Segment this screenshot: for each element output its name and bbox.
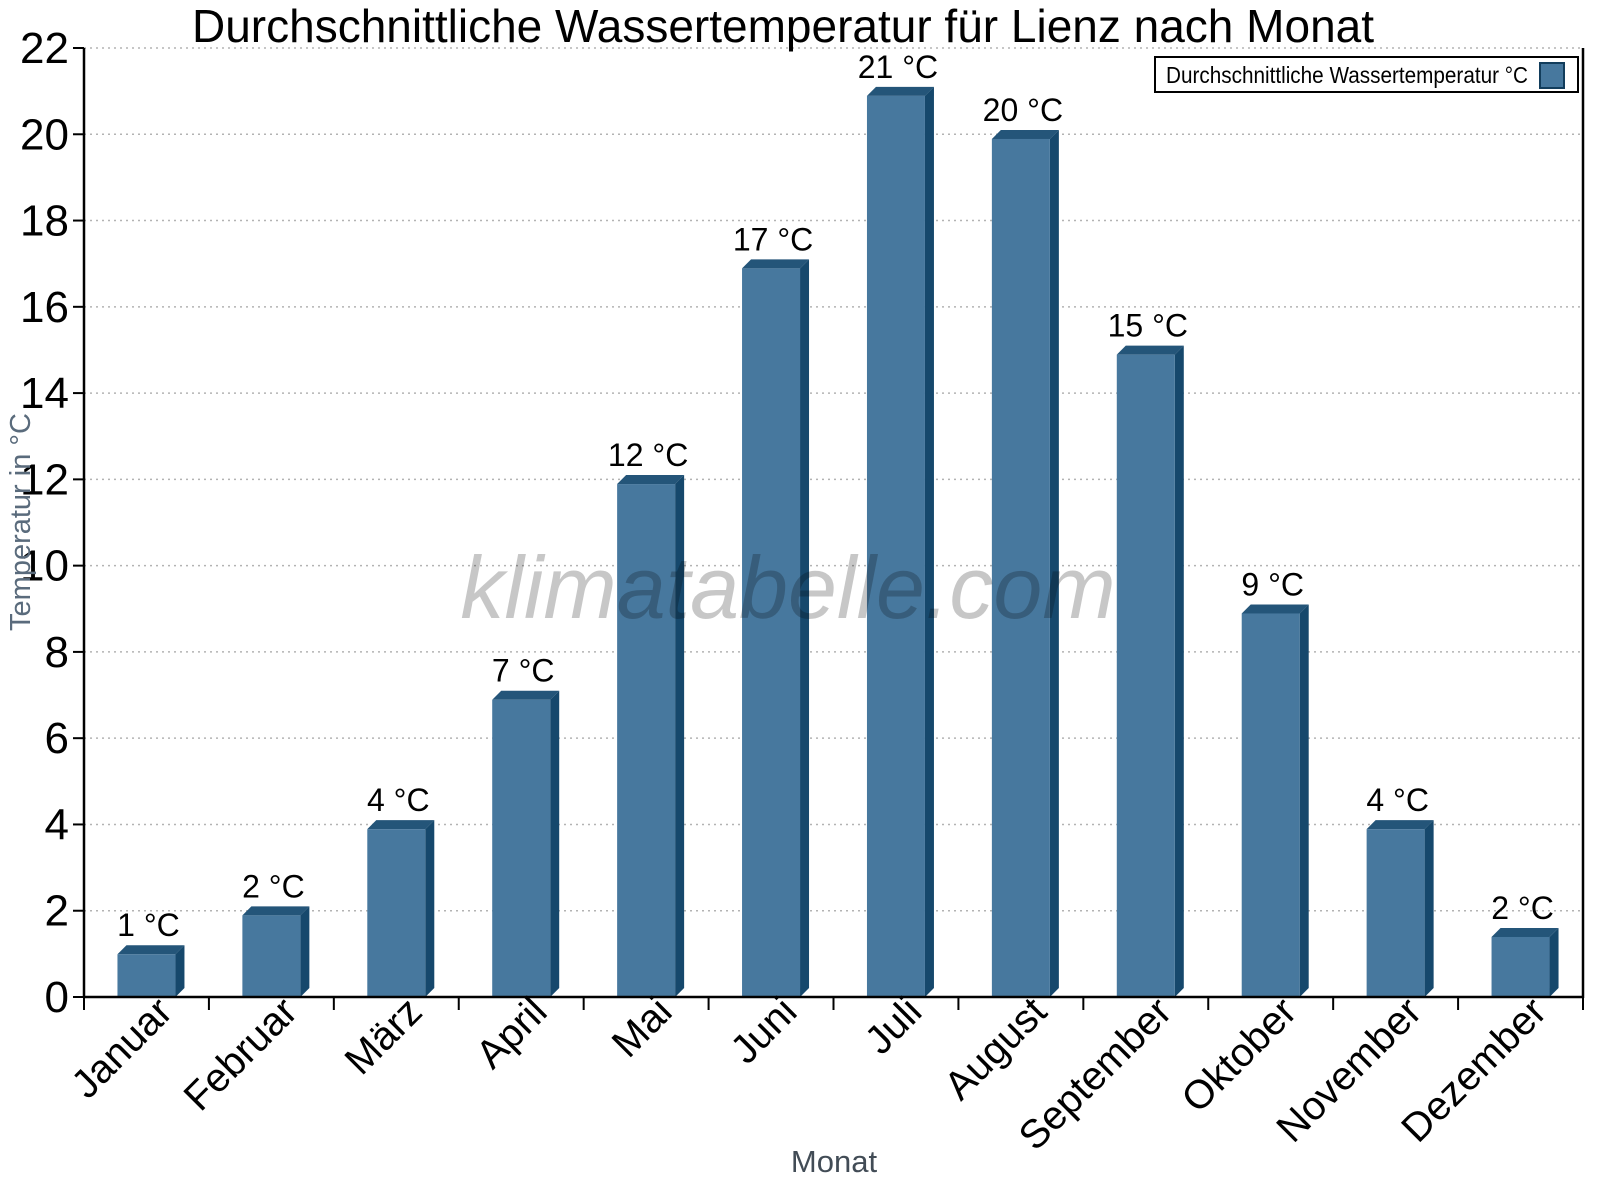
x-tick-label-mai: Mai xyxy=(604,989,681,1066)
bar-value-label: 4 °C xyxy=(1366,782,1429,818)
y-tick-label-18: 18 xyxy=(20,197,69,246)
bar-front-face xyxy=(991,138,1050,997)
bar-top-face xyxy=(1116,345,1184,355)
y-tick-label-2: 2 xyxy=(45,887,69,936)
bar-september xyxy=(1116,345,1184,998)
y-tick-label-14: 14 xyxy=(20,369,69,418)
bar-top-face xyxy=(1366,820,1434,830)
x-tick-label-juli: Juli xyxy=(857,989,931,1063)
bar-side-face xyxy=(1299,604,1309,997)
value-labels-layer: 1 °C 2 °C 4 °C 7 °C 12 °C 17 °C 21 °C 20 °C 15 °… xyxy=(117,49,1554,943)
bar-side-face xyxy=(1424,820,1434,997)
bar-juni xyxy=(742,259,810,998)
bar-front-face xyxy=(492,699,551,997)
bar-mai xyxy=(617,475,685,997)
bar-top-face xyxy=(991,129,1059,139)
bar-top-face xyxy=(1491,927,1559,937)
bar-value-label: 21 °C xyxy=(858,49,938,85)
bar-side-face xyxy=(1049,129,1059,997)
bar-front-face xyxy=(866,95,925,997)
bar-top-face xyxy=(367,820,435,830)
bar-value-label: 12 °C xyxy=(608,437,688,473)
bar-value-label: 7 °C xyxy=(492,653,555,689)
bar-value-label: 17 °C xyxy=(733,221,813,257)
bar-front-face xyxy=(1241,613,1300,997)
x-tick-label-juni: Juni xyxy=(722,989,805,1072)
y-tick-label-10: 10 xyxy=(20,542,69,591)
bar-value-label: 2 °C xyxy=(1491,890,1554,926)
legend-box xyxy=(1154,56,1579,93)
bar-november xyxy=(1366,820,1434,997)
bar-value-label: 15 °C xyxy=(1108,308,1188,344)
y-tick-label-12: 12 xyxy=(20,455,69,504)
chart-title: Durchschnittliche Wassertemperatur für L… xyxy=(192,0,1374,52)
bar-side-face xyxy=(1549,927,1559,997)
axes-layer xyxy=(82,48,1585,999)
x-axis-title: Monat xyxy=(791,1144,878,1179)
gridlines-layer xyxy=(84,47,1583,912)
bar-top-face xyxy=(866,86,934,96)
bar-oktober xyxy=(1241,604,1309,997)
bar-märz xyxy=(367,820,435,997)
legend-label: Durchschnittliche Wassertemperatur °C xyxy=(1166,62,1528,88)
bar-front-face xyxy=(617,484,676,997)
x-tick-label-august: August xyxy=(936,989,1055,1108)
bar-side-face xyxy=(550,690,560,997)
bar-side-face xyxy=(924,86,934,997)
bar-front-face xyxy=(117,954,176,997)
bar-front-face xyxy=(1366,829,1425,997)
x-tick-label-januar: Januar xyxy=(63,989,181,1107)
y-tick-label-22: 22 xyxy=(20,24,69,73)
bar-januar xyxy=(117,945,185,997)
legend: Durchschnittliche Wassertemperatur °C xyxy=(1154,56,1579,93)
bars-layer xyxy=(117,86,1559,998)
bar-side-face xyxy=(425,820,435,997)
bar-dezember xyxy=(1491,927,1559,997)
bar-value-label: 1 °C xyxy=(117,907,180,943)
bar-juli xyxy=(866,86,934,997)
bar-value-label: 20 °C xyxy=(983,92,1063,128)
y-axis-title: Temperatur in °C xyxy=(5,413,37,631)
legend-swatch xyxy=(1539,62,1565,89)
bar-side-face xyxy=(675,475,685,997)
bar-value-label: 9 °C xyxy=(1241,566,1304,602)
x-tick-label-februar: Februar xyxy=(176,989,306,1119)
bar-value-label: 2 °C xyxy=(242,868,305,904)
bar-side-face xyxy=(175,945,185,997)
bar-februar xyxy=(242,906,310,997)
bar-front-face xyxy=(242,915,301,997)
bar-value-label: 4 °C xyxy=(367,782,430,818)
bar-front-face xyxy=(1116,354,1175,998)
bar-top-face xyxy=(492,690,560,700)
bar-side-face xyxy=(1174,345,1184,998)
bar-front-face xyxy=(1491,936,1550,997)
y-tick-label-20: 20 xyxy=(20,110,69,159)
bar-front-face xyxy=(742,268,801,998)
bar-side-face xyxy=(800,259,810,998)
y-tick-label-8: 8 xyxy=(45,628,69,677)
y-tick-label-4: 4 xyxy=(45,800,69,849)
bar-top-face xyxy=(1241,604,1309,614)
bar-side-face xyxy=(300,906,310,997)
bar-top-face xyxy=(617,475,685,485)
y-tick-label-6: 6 xyxy=(45,714,69,763)
bar-front-face xyxy=(367,829,426,997)
y-tick-label-0: 0 xyxy=(45,973,69,1022)
bar-top-face xyxy=(117,945,185,955)
x-tick-label-märz: März xyxy=(337,989,431,1083)
watermark-text: klimatabelle.com xyxy=(460,538,1115,637)
y-tick-label-16: 16 xyxy=(20,283,69,332)
x-tick-label-oktober: Oktober xyxy=(1173,989,1305,1121)
bar-april xyxy=(492,690,560,997)
x-tick-label-april: April xyxy=(468,989,556,1077)
bar-august xyxy=(991,129,1059,997)
bar-top-face xyxy=(742,259,810,269)
bar-top-face xyxy=(242,906,310,916)
